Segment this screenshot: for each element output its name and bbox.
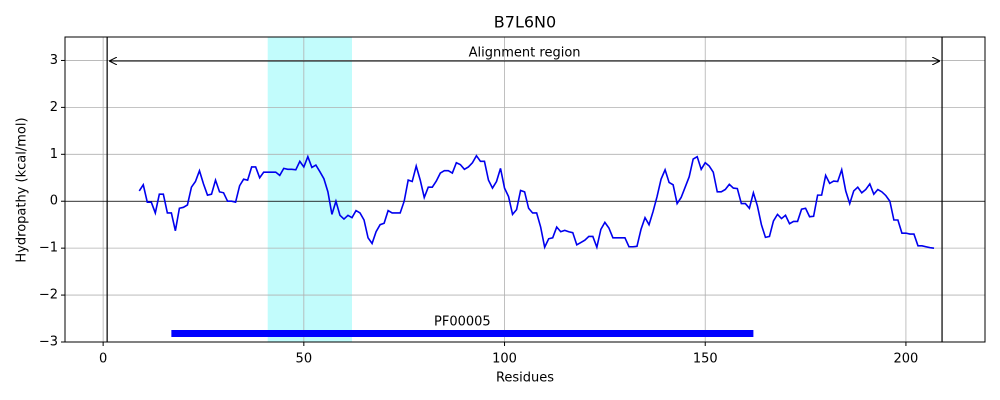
domain-bar (171, 330, 754, 337)
plot-frame (64, 36, 986, 343)
x-tick-label: 200 (894, 352, 919, 367)
x-tick-label: 0 (99, 352, 107, 367)
shaded-region (267, 37, 352, 342)
y-tick-label: −2 (39, 288, 58, 303)
hydropathy-line (138, 154, 935, 251)
x-tick-label: 100 (492, 352, 517, 367)
x-tick-label: 150 (693, 352, 718, 367)
y-tick-label: 3 (50, 53, 58, 68)
alignment-label: Alignment region (469, 46, 581, 61)
domain-label: PF00005 (434, 315, 491, 330)
y-axis-label: Hydropathy (kcal/mol) (15, 117, 30, 262)
y-tick-label: 1 (50, 147, 58, 162)
y-tick-label: −1 (39, 241, 58, 256)
chart-title: B7L6N0 (494, 13, 556, 32)
x-tick-label: 50 (296, 352, 313, 367)
y-tick-label: −3 (39, 335, 58, 350)
y-tick-label: 2 (50, 100, 58, 115)
x-axis-label: Residues (496, 371, 554, 386)
y-tick-label: 0 (50, 194, 58, 209)
